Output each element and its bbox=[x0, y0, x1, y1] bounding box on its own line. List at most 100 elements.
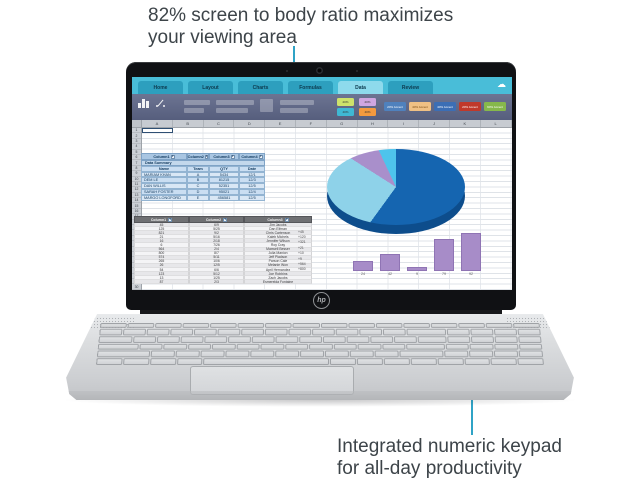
table1-cell: 95021 bbox=[209, 188, 239, 195]
tab-data[interactable]: Data bbox=[338, 81, 383, 94]
row-header[interactable]: 7 bbox=[132, 160, 141, 166]
tab-home[interactable]: Home bbox=[138, 81, 183, 94]
filter-dropdown-icon[interactable]: ▾ bbox=[204, 154, 209, 159]
column-header-K[interactable]: K bbox=[450, 120, 481, 127]
cell-border-controls[interactable] bbox=[280, 108, 308, 113]
line-chart-icon[interactable] bbox=[156, 99, 165, 107]
cloud-icon[interactable]: ☁ bbox=[497, 79, 506, 89]
bar bbox=[461, 233, 481, 271]
font-name-dropdown[interactable] bbox=[184, 100, 210, 105]
style-swatch-pair: 20% 40% bbox=[337, 98, 354, 116]
bar-chart-labels: 24 42 9 79 92 bbox=[353, 272, 485, 276]
column-header-L[interactable]: L bbox=[481, 120, 512, 127]
alignment-buttons[interactable] bbox=[216, 108, 248, 113]
row-header[interactable]: 3 bbox=[132, 139, 141, 145]
insert-picture-button[interactable] bbox=[260, 99, 273, 112]
row-header[interactable]: 2 bbox=[132, 133, 141, 139]
keyboard-key bbox=[512, 323, 541, 328]
side-value: +10 bbox=[298, 251, 304, 256]
filter-dropdown-icon[interactable]: ▾ bbox=[170, 154, 175, 159]
row-header[interactable]: 9 bbox=[132, 171, 141, 177]
row-header[interactable]: 8 bbox=[132, 166, 141, 172]
filter-dropdown-icon[interactable]: ▾ bbox=[230, 154, 235, 159]
keyboard-key bbox=[468, 350, 494, 358]
tab-formulas[interactable]: Formulas bbox=[288, 81, 333, 94]
row-header[interactable]: 6 bbox=[132, 155, 141, 161]
row-header[interactable]: 4 bbox=[132, 144, 141, 150]
row-header[interactable]: 15 bbox=[132, 203, 141, 209]
filter-dropdown-icon[interactable]: ▾ bbox=[258, 154, 263, 159]
tab-review[interactable]: Review bbox=[388, 81, 433, 94]
style-button[interactable]: 20% Accent bbox=[384, 102, 406, 111]
filter-dropdown-icon[interactable]: ▾ bbox=[284, 217, 289, 222]
keyboard-key bbox=[236, 343, 260, 351]
select-all-corner[interactable] bbox=[132, 120, 142, 127]
keyboard-key bbox=[518, 336, 542, 343]
keyboard-key bbox=[446, 328, 470, 336]
tab-charts[interactable]: Charts bbox=[238, 81, 283, 94]
style-swatch[interactable]: 40% bbox=[337, 108, 354, 116]
row-header[interactable]: 11 bbox=[132, 182, 141, 188]
row-header[interactable]: 5 bbox=[132, 150, 141, 155]
table-row: 6 7/26 Roy Cray bbox=[134, 243, 312, 248]
column-header-C[interactable]: C bbox=[204, 120, 235, 127]
row-header[interactable]: 10 bbox=[132, 177, 141, 182]
tab-layout[interactable]: Layout bbox=[188, 81, 233, 94]
filter-dropdown-icon[interactable]: ▾ bbox=[223, 217, 228, 222]
table2-cell: 5/12 bbox=[189, 272, 244, 277]
bar-chart-icon[interactable] bbox=[138, 99, 149, 108]
number-format-controls[interactable] bbox=[280, 100, 314, 105]
table-row: 87 2/3 Esmerelda Fontaine bbox=[134, 280, 312, 285]
table2-cell: 2/18 bbox=[189, 239, 244, 244]
font-size-controls[interactable] bbox=[216, 100, 254, 105]
style-swatch[interactable]: 40% bbox=[359, 108, 376, 116]
hp-logo: hp bbox=[313, 292, 330, 309]
column-header-E[interactable]: E bbox=[265, 120, 296, 127]
table1-cell: D bbox=[187, 188, 209, 195]
row-header[interactable]: 13 bbox=[132, 193, 141, 199]
filter-dropdown-icon[interactable]: ▾ bbox=[168, 217, 173, 222]
table2-cell: Kaleb Michels bbox=[244, 235, 312, 240]
bold-italic-underline-buttons[interactable] bbox=[184, 108, 204, 113]
style-button[interactable]: 40% Accent bbox=[409, 102, 431, 111]
keyboard-key bbox=[333, 343, 358, 351]
row-header[interactable]: 16 bbox=[132, 209, 141, 215]
column-header-F[interactable]: F bbox=[296, 120, 327, 127]
row-header[interactable]: 14 bbox=[132, 198, 141, 204]
table2-cell: 87 bbox=[134, 280, 189, 285]
column-header-H[interactable]: H bbox=[358, 120, 389, 127]
laptop-base bbox=[66, 314, 574, 400]
row-header[interactable]: 12 bbox=[132, 187, 141, 193]
selected-cell-a1[interactable] bbox=[142, 128, 173, 134]
style-button[interactable]: 20% Accent bbox=[459, 102, 481, 111]
column-header-B[interactable]: B bbox=[173, 120, 204, 127]
column-header-D[interactable]: D bbox=[234, 120, 266, 127]
style-button[interactable]: 60% Accent bbox=[484, 102, 506, 111]
table2-cell: 12/5 bbox=[189, 263, 244, 269]
style-swatch[interactable]: 20% bbox=[337, 98, 354, 106]
table2-cell: 6 bbox=[134, 243, 189, 248]
keyboard-key bbox=[288, 328, 312, 336]
row-header[interactable]: 30 bbox=[132, 284, 141, 290]
keyboard-key bbox=[447, 336, 471, 343]
table2-cell: 10/6 bbox=[189, 259, 244, 264]
column-header-A[interactable]: A bbox=[142, 120, 173, 127]
table2-cell: Julia Manion bbox=[244, 251, 312, 256]
style-swatch[interactable]: 20% bbox=[359, 98, 376, 106]
table1-cell: MARIAM KHAN bbox=[141, 171, 187, 178]
keyboard-key bbox=[359, 328, 383, 336]
spreadsheet-grid: 1234567891011121314151617181920212223242… bbox=[132, 128, 512, 290]
style-swatch-pair: 20% 40% bbox=[359, 98, 376, 116]
table-row: 123 5/12 Joe Robbins bbox=[134, 272, 312, 277]
table2-cell: 265 bbox=[134, 259, 189, 264]
table-row: 125 5/25 Dan Elfman bbox=[134, 227, 312, 232]
column-header-G[interactable]: G bbox=[327, 120, 358, 127]
column-header-J[interactable]: J bbox=[419, 120, 450, 127]
keyboard-key bbox=[237, 323, 265, 328]
column-header-I[interactable]: I bbox=[388, 120, 420, 127]
style-button[interactable]: 40% Accent bbox=[434, 102, 456, 111]
keyboard-key bbox=[241, 328, 265, 336]
keyboard-key bbox=[139, 343, 163, 351]
table2-cell: 45 bbox=[134, 223, 189, 228]
row-header[interactable]: 1 bbox=[132, 128, 141, 134]
